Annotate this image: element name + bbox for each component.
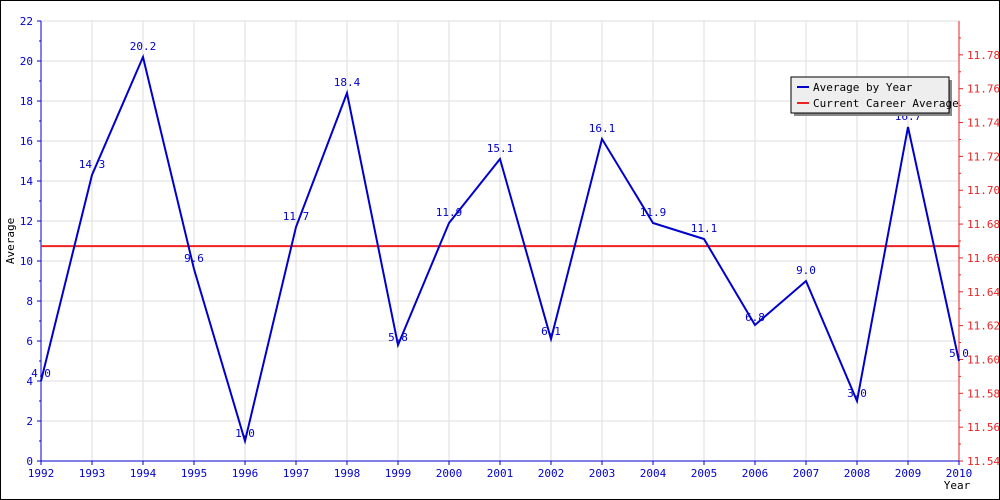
y-tick-label-right: 11.72 [967, 150, 999, 163]
x-tick-label: 2009 [895, 467, 922, 480]
x-tick-label: 1999 [385, 467, 412, 480]
y-tick-label-right: 11.60 [967, 353, 999, 366]
data-label: 4.0 [31, 367, 51, 380]
x-tick-label: 1995 [181, 467, 208, 480]
y-tick-label-left: 8 [26, 295, 33, 308]
y-tick-label-right: 11.64 [967, 286, 999, 299]
y-tick-label-right: 11.56 [967, 421, 999, 434]
data-label: 20.2 [130, 40, 157, 53]
y-tick-label-left: 22 [20, 15, 33, 28]
x-tick-label: 2005 [691, 467, 718, 480]
data-label: 9.0 [796, 264, 816, 277]
data-label: 16.1 [589, 122, 616, 135]
x-tick-label: 2006 [742, 467, 769, 480]
data-label: 9.6 [184, 252, 204, 265]
data-label: 18.4 [334, 76, 361, 89]
y-tick-label-left: 2 [26, 415, 33, 428]
y-tick-label-left: 0 [26, 455, 33, 468]
x-tick-label: 1993 [79, 467, 106, 480]
x-tick-label: 2001 [487, 467, 514, 480]
x-tick-label: 2004 [640, 467, 667, 480]
legend-label-career-average: Current Career Average [813, 97, 959, 110]
legend-box [790, 76, 950, 114]
y-tick-label-right: 11.76 [967, 83, 999, 96]
y-tick-label-left: 12 [20, 215, 33, 228]
x-tick-label: 2007 [793, 467, 820, 480]
y-tick-label-right: 11.74 [967, 117, 999, 130]
data-label: 6.1 [541, 325, 561, 338]
legend-label-average-by-year: Average by Year [813, 81, 913, 94]
data-label: 1.0 [235, 427, 255, 440]
y-tick-label-right: 11.54 [967, 455, 999, 468]
x-tick-label: 1996 [232, 467, 259, 480]
data-labels: 4.0 14.3 20.2 9.6 1.0 11.7 18.4 5.8 11.9 15.1 6.1 1… [31, 40, 969, 440]
y-tick-label-left: 14 [20, 175, 34, 188]
x-tick-label: 2008 [844, 467, 871, 480]
x-tick-label: 1994 [130, 467, 157, 480]
y-tick-label-left: 18 [20, 95, 33, 108]
axes: 0 2 4 6 8 10 12 14 16 18 20 22 11.54 11.56 11.58 11.60 1… [20, 15, 999, 480]
data-label: 6.8 [745, 311, 765, 324]
y-tick-label-left: 16 [20, 135, 33, 148]
y-axis-title: Average [4, 218, 17, 264]
data-label: 14.3 [79, 158, 106, 171]
data-label: 5.8 [388, 331, 408, 344]
y-tick-label-left: 10 [20, 255, 33, 268]
data-label: 15.1 [487, 142, 514, 155]
y-tick-label-right: 11.70 [967, 184, 999, 197]
x-axis-title: Year [944, 479, 971, 492]
data-label: 11.9 [640, 206, 667, 219]
data-label: 3.0 [847, 387, 867, 400]
data-label: 5.0 [949, 347, 969, 360]
x-tick-label: 2002 [538, 467, 565, 480]
y-tick-label-right: 11.78 [967, 49, 999, 62]
x-tick-label: 2010 [946, 467, 973, 480]
data-label: 11.9 [436, 206, 463, 219]
y-tick-label-left: 4 [26, 375, 33, 388]
x-tick-label: 2003 [589, 467, 616, 480]
y-tick-label-right: 11.62 [967, 320, 999, 333]
y-tick-label-right: 11.68 [967, 218, 999, 231]
y-tick-label-left: 6 [26, 335, 33, 348]
x-tick-label: 1992 [28, 467, 55, 480]
legend: Average by Year Current Career Average [790, 76, 959, 116]
average-by-year-series [40, 53, 960, 445]
data-label: 11.1 [691, 222, 718, 235]
x-tick-label: 1998 [334, 467, 361, 480]
y-tick-label-right: 11.66 [967, 252, 999, 265]
x-tick-label: 2000 [436, 467, 463, 480]
y-tick-label-left: 20 [20, 55, 33, 68]
y-tick-label-right: 11.58 [967, 387, 999, 400]
x-tick-label: 1997 [283, 467, 310, 480]
average-by-year-line [40, 53, 960, 445]
data-label: 11.7 [283, 210, 310, 223]
